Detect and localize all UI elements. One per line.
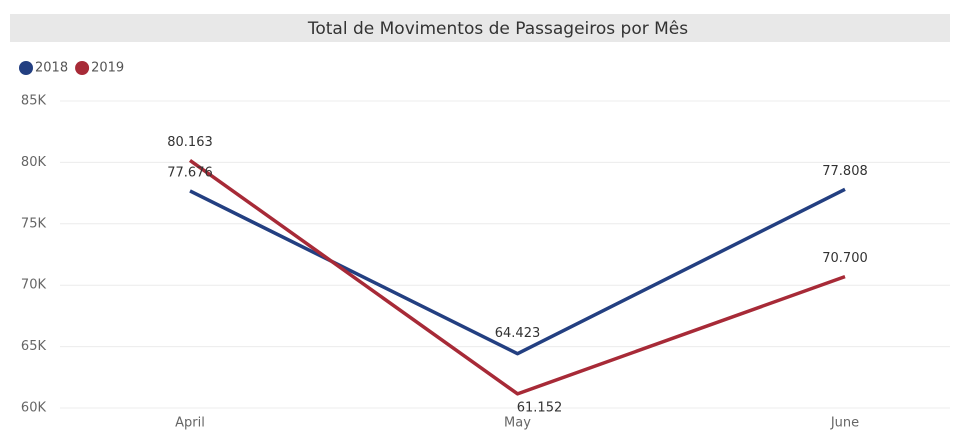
x-tick-label: May: [504, 416, 531, 430]
title-bar: [10, 14, 950, 42]
x-tick-label: June: [830, 416, 859, 430]
y-tick-label: 85K: [21, 94, 47, 109]
data-label: 80.163: [167, 135, 213, 150]
data-label: 61.152: [517, 400, 563, 415]
legend-label: 2019: [91, 61, 124, 76]
legend-marker: [75, 61, 90, 75]
y-tick-label: 70K: [21, 278, 47, 293]
chart-title: Total de Movimentos de Passageiros por M…: [307, 19, 688, 39]
x-tick-label: April: [175, 416, 205, 430]
series-line: [189, 187, 846, 356]
data-label: 77.676: [167, 165, 213, 180]
legend-label: 2018: [35, 61, 68, 76]
y-tick-label: 65K: [21, 339, 47, 354]
data-label: 70.700: [822, 251, 868, 266]
series-line: [188, 158, 846, 396]
y-tick-label: 75K: [21, 216, 47, 231]
data-label: 77.808: [822, 164, 868, 179]
legend-marker: [19, 61, 33, 75]
data-label: 64.423: [495, 326, 541, 341]
y-tick-label: 60K: [21, 401, 47, 416]
y-tick-label: 80K: [21, 155, 47, 170]
